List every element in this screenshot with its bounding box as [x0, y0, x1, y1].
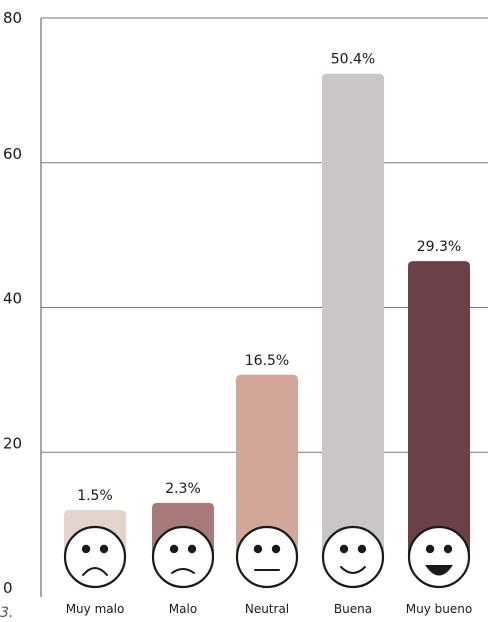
category-label-4: Muy bueno	[406, 602, 472, 616]
data-label-2: 16.5%	[245, 353, 289, 369]
y-tick-label-0: 0	[3, 579, 13, 597]
data-labels: 1.5% 2.3% 16.5% 50.4% 29.3%	[77, 52, 461, 504]
bar-4	[408, 261, 470, 557]
data-label-1: 2.3%	[165, 481, 201, 497]
y-tick-label-60: 60	[3, 145, 22, 163]
face-icons	[63, 525, 471, 589]
happy-face-icon	[321, 525, 385, 589]
y-tick-label-20: 20	[3, 434, 22, 452]
category-label-0: Muy malo	[66, 602, 125, 616]
category-label-2: Neutral	[245, 602, 289, 616]
bar-3	[322, 73, 384, 557]
data-label-0: 1.5%	[77, 488, 113, 504]
very-happy-face-icon	[407, 525, 471, 589]
neutral-face-icon	[235, 525, 299, 589]
category-label-3: Buena	[334, 602, 372, 616]
data-label-4: 29.3%	[417, 239, 461, 255]
y-tick-label-40: 40	[3, 290, 22, 308]
bar-2	[236, 374, 298, 557]
category-label-1: Malo	[169, 602, 197, 616]
y-tick-labels: 0 20 40 60 80	[3, 9, 22, 597]
sad-face-icon	[151, 525, 215, 589]
very-sad-face-icon	[63, 525, 127, 589]
data-label-3: 50.4%	[331, 52, 375, 68]
y-tick-label-80: 80	[3, 9, 22, 27]
figure-number: 3.	[0, 605, 13, 621]
bars	[64, 73, 470, 557]
category-labels: Muy malo Malo Neutral Buena Muy bueno	[66, 602, 473, 616]
